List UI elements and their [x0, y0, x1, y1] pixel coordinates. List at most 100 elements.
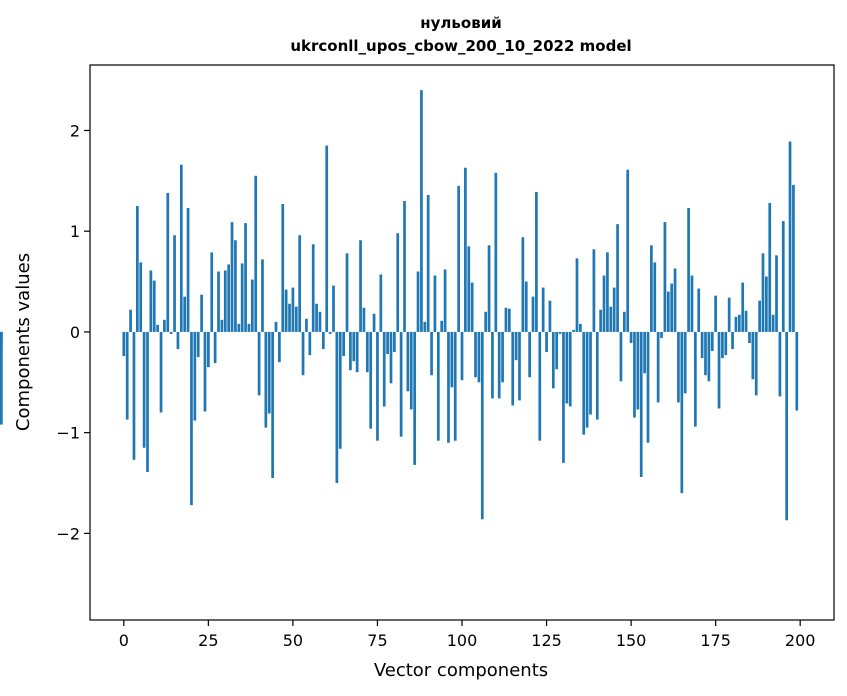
bar-168	[690, 275, 694, 332]
bar-170	[697, 288, 701, 332]
bar-13	[166, 192, 170, 332]
bar-155	[646, 331, 650, 443]
bar-71	[362, 307, 366, 332]
bar-5	[139, 262, 143, 332]
bar-23	[200, 294, 203, 332]
bar-120	[528, 331, 531, 378]
bar-39	[254, 175, 258, 332]
bar-14	[169, 331, 173, 334]
bar-141	[599, 309, 603, 332]
bar-90	[426, 194, 430, 332]
bar-147	[619, 331, 623, 382]
bar-129	[558, 331, 562, 334]
bar-67	[349, 331, 352, 371]
bar-74	[372, 313, 376, 332]
x-tick-label: 200	[785, 631, 816, 650]
bar-7	[146, 331, 149, 472]
bar-1	[125, 331, 129, 420]
bar-167	[687, 208, 690, 332]
bar-180	[731, 331, 734, 350]
bar-117	[518, 331, 521, 401]
bar-0	[122, 331, 126, 357]
bar-143	[606, 252, 609, 332]
bar-undefined	[0, 331, 3, 346]
bar-3	[132, 331, 136, 460]
bar-29	[220, 319, 224, 332]
bar-181	[734, 316, 738, 332]
bar-47	[281, 204, 285, 332]
bar-32	[230, 222, 234, 332]
bar-187	[754, 331, 758, 396]
chart-title-line-1: нульовий	[420, 14, 501, 32]
bar-57	[315, 303, 318, 332]
bar-92	[433, 275, 437, 332]
bar-79	[389, 331, 393, 384]
bar-78	[386, 331, 389, 355]
bar-80	[393, 331, 396, 353]
bar-157	[653, 262, 657, 332]
y-tick-label: 2	[70, 121, 80, 140]
bar-70	[359, 240, 362, 332]
bar-105	[477, 331, 481, 383]
bar-192	[771, 314, 775, 332]
bar-55	[308, 331, 312, 356]
bar-146	[616, 224, 619, 332]
bar-85	[409, 331, 413, 410]
bar-127	[551, 331, 555, 389]
bar-52	[298, 235, 302, 332]
bar-107	[484, 311, 488, 332]
x-tick-label: 125	[531, 631, 562, 650]
bar-175	[714, 295, 717, 332]
bar-114	[507, 308, 511, 332]
bar-183	[741, 282, 745, 332]
bars-group	[0, 90, 799, 521]
bar-43	[267, 331, 271, 414]
bar-162	[670, 283, 674, 332]
bar-75	[376, 331, 379, 441]
bar-139	[592, 249, 596, 332]
bar-176	[717, 331, 721, 409]
bar-41	[261, 259, 264, 332]
bar-73	[369, 331, 373, 429]
bar-2	[129, 309, 132, 332]
bar-77	[382, 331, 386, 407]
bar-197	[788, 141, 792, 332]
bar-134	[575, 258, 579, 332]
bar-144	[609, 306, 613, 332]
bar-28	[217, 271, 220, 332]
bar-136	[582, 331, 586, 435]
bar-53	[301, 331, 305, 376]
bar-51	[294, 306, 298, 332]
bar-50	[291, 287, 295, 332]
x-tick-label: 0	[119, 631, 129, 650]
bar-150	[629, 331, 633, 343]
bar-84	[406, 331, 410, 392]
bar-64	[338, 331, 342, 449]
bar-100	[460, 331, 464, 381]
bar-65	[342, 331, 345, 357]
bar-11	[159, 331, 163, 413]
bar-108	[487, 245, 491, 332]
bar-135	[579, 323, 582, 332]
bar-103	[470, 282, 474, 332]
bar-44	[271, 331, 274, 478]
bar-81	[396, 233, 400, 332]
bar-24	[203, 331, 207, 412]
bar-48	[284, 289, 288, 332]
bar-138	[589, 331, 592, 415]
bar-128	[555, 331, 559, 370]
bar-9	[152, 280, 156, 332]
bar-196	[785, 331, 789, 521]
bar-153	[639, 331, 643, 477]
bar-115	[511, 331, 515, 406]
bar-83	[403, 200, 406, 332]
bar-161	[666, 291, 670, 332]
bar-131	[565, 331, 569, 404]
bar-25	[207, 331, 210, 368]
bar-169	[693, 331, 697, 427]
bar-110	[494, 172, 498, 332]
bar-33	[234, 240, 237, 332]
bar-145	[612, 287, 616, 332]
bar-199	[795, 331, 799, 411]
y-tick-label: −2	[56, 524, 80, 543]
